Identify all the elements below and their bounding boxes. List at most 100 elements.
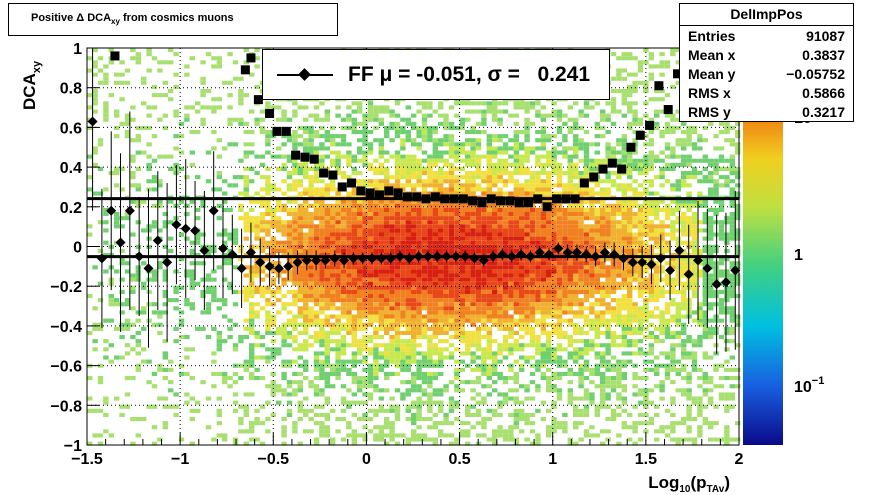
heat-cell (265, 302, 271, 307)
heat-cell (481, 384, 487, 389)
heat-cell (573, 257, 579, 262)
heat-cell (249, 355, 255, 360)
heat-cell (459, 166, 465, 171)
heat-cell (508, 191, 514, 196)
heat-cell (546, 158, 552, 163)
heat-cell (297, 269, 303, 274)
heat-cell (519, 318, 525, 323)
heat-cell (448, 191, 455, 196)
heat-cell (546, 429, 552, 434)
heat-cell (556, 113, 563, 118)
heat-cell (535, 318, 541, 323)
heat-cell (222, 302, 228, 307)
heat-cell (465, 216, 471, 221)
heat-cell (259, 175, 266, 180)
heat-cell (475, 363, 482, 368)
heat-cell (519, 285, 525, 290)
heat-cell (346, 212, 352, 217)
heat-cell (610, 150, 617, 155)
heat-cell (400, 363, 406, 368)
heat-cell (416, 203, 422, 208)
heat-cell (281, 326, 287, 331)
heat-cell (481, 277, 487, 282)
heat-cell (443, 289, 449, 294)
heat-cell (486, 281, 492, 286)
heat-cell (162, 273, 168, 278)
heat-cell (373, 294, 379, 299)
heat-cell (513, 228, 519, 233)
heat-cell (475, 412, 482, 417)
heat-cell (524, 273, 530, 278)
heat-cell (486, 318, 492, 323)
heat-cell (394, 277, 401, 282)
heat-cell (178, 310, 185, 315)
heat-cell (319, 101, 325, 106)
heat-cell (502, 437, 509, 442)
heat-cell (438, 220, 444, 225)
heat-cell (443, 171, 449, 176)
heat-cell (389, 203, 395, 208)
heat-cell (211, 371, 217, 376)
heat-cell (610, 240, 617, 245)
heat-cell (470, 224, 476, 229)
heat-cell (362, 412, 368, 417)
heat-cell (573, 314, 579, 319)
heat-cell (524, 257, 530, 262)
heat-cell (432, 175, 438, 180)
heat-cell (508, 412, 514, 417)
heat-cell (103, 318, 109, 323)
heat-cell (432, 199, 438, 204)
heat-cell (605, 253, 611, 258)
heat-cell (600, 392, 606, 397)
heat-cell (470, 212, 476, 217)
heat-cell (492, 371, 498, 376)
heat-cell (189, 281, 195, 286)
heat-cell (421, 261, 428, 266)
heat-cell (319, 240, 325, 245)
heat-cell (616, 187, 622, 192)
heat-cell (492, 437, 498, 442)
heat-cell (448, 289, 455, 294)
heat-cell (405, 302, 411, 307)
heat-cell (438, 339, 444, 344)
heat-cell (297, 371, 303, 376)
heat-cell (195, 216, 201, 221)
heat-cell (367, 281, 374, 286)
heat-cell (459, 224, 465, 229)
heat-cell (583, 351, 590, 356)
heat-cell (502, 269, 509, 274)
heat-cell (562, 212, 568, 217)
heat-cell (432, 212, 438, 217)
heat-cell (351, 154, 357, 159)
heat-cell (535, 359, 541, 364)
heat-cell (367, 109, 374, 114)
heat-cell (92, 89, 98, 94)
heat-cell (340, 298, 347, 303)
heat-cell (524, 384, 530, 389)
heat-cell (443, 265, 449, 270)
heat-cell (405, 330, 411, 335)
heat-cell (486, 367, 492, 372)
heat-cell (216, 330, 222, 335)
heat-cell (87, 175, 93, 180)
heat-cell (502, 289, 509, 294)
heat-cell (297, 125, 303, 130)
heat-cell (114, 109, 120, 114)
heat-cell (438, 158, 444, 163)
heat-cell (475, 330, 482, 335)
heat-cell (600, 220, 606, 225)
heat-cell (378, 244, 384, 249)
heat-cell (502, 343, 509, 348)
heat-cell (324, 425, 330, 430)
heat-cell (308, 220, 314, 225)
heat-cell (508, 318, 514, 323)
heat-cell (416, 310, 422, 315)
heat-cell (556, 240, 563, 245)
heat-cell (394, 158, 401, 163)
heat-cell (346, 105, 352, 110)
heat-cell (573, 224, 579, 229)
heat-cell (562, 294, 568, 299)
heat-cell (335, 244, 341, 249)
heat-cell (427, 203, 433, 208)
heat-cell (286, 236, 293, 241)
